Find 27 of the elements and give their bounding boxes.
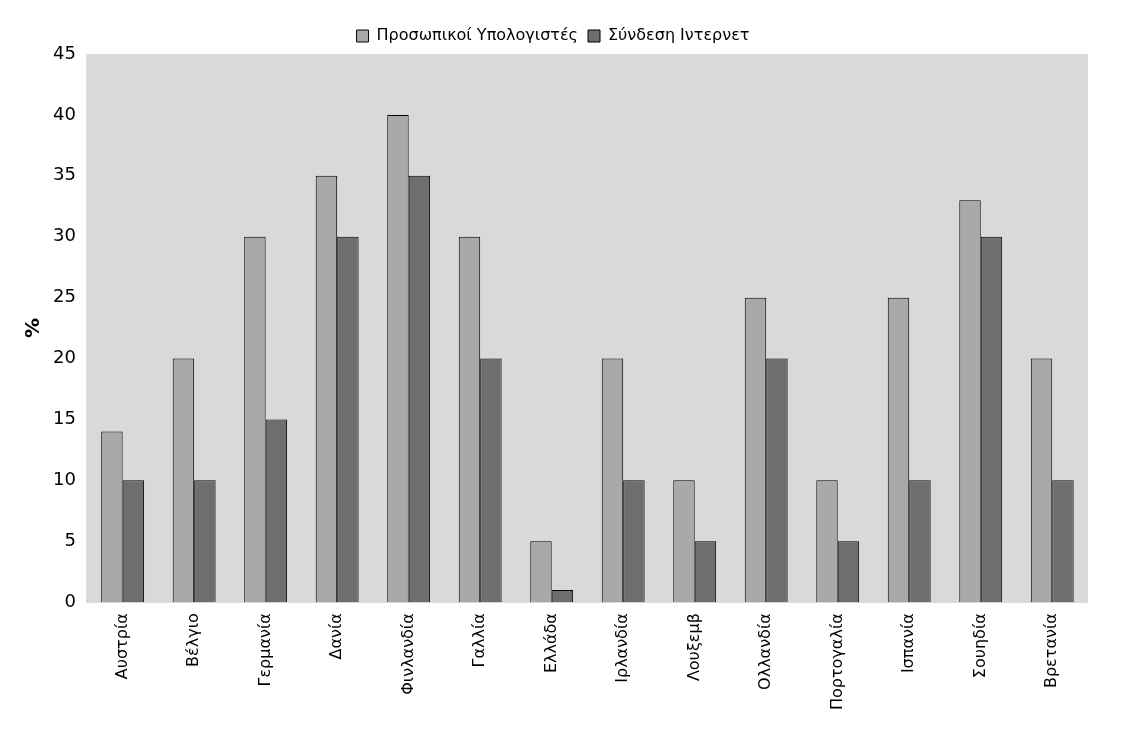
x-tick-label: Ισπανία: [898, 613, 918, 674]
x-tick-label: Γερμανία: [254, 613, 274, 687]
x-tick-label: Ιρλανδία: [612, 613, 632, 683]
y-tick-label: 45: [53, 41, 76, 63]
legend-label: Προσωπικοί Υπολογιστές: [376, 25, 579, 45]
y-tick-label: 20: [53, 346, 76, 368]
x-tick-label: Φινλανδία: [397, 613, 417, 695]
x-tick-label: Σουηδία: [969, 613, 989, 679]
y-tick-label: 10: [53, 468, 76, 490]
x-tick-label: Πορτογαλία: [826, 613, 846, 710]
y-tick-label: 30: [53, 224, 76, 246]
x-tick-label: Λουξεμβ: [683, 613, 703, 682]
y-tick-label: 25: [53, 285, 76, 307]
x-tick-label: Βέλγιο: [183, 613, 203, 667]
y-tick-label: 35: [53, 163, 76, 185]
x-tick-label: Ελλάδα: [540, 613, 560, 674]
y-tick-label: 0: [64, 589, 76, 611]
x-tick-label: Βρετανία: [1041, 613, 1061, 689]
y-axis-title: %: [20, 318, 45, 339]
x-tick-label: Δανία: [326, 613, 346, 660]
x-tick-label: Αυστρία: [111, 613, 131, 680]
y-tick-label: 5: [64, 528, 76, 550]
x-tick-label: Ολλανδία: [755, 613, 775, 690]
legend-label: Σύνδεση Ιντερνετ: [608, 25, 750, 45]
x-tick-label: Γαλλία: [469, 613, 489, 668]
y-tick-label: 40: [53, 102, 76, 124]
y-tick-label: 15: [53, 407, 76, 429]
